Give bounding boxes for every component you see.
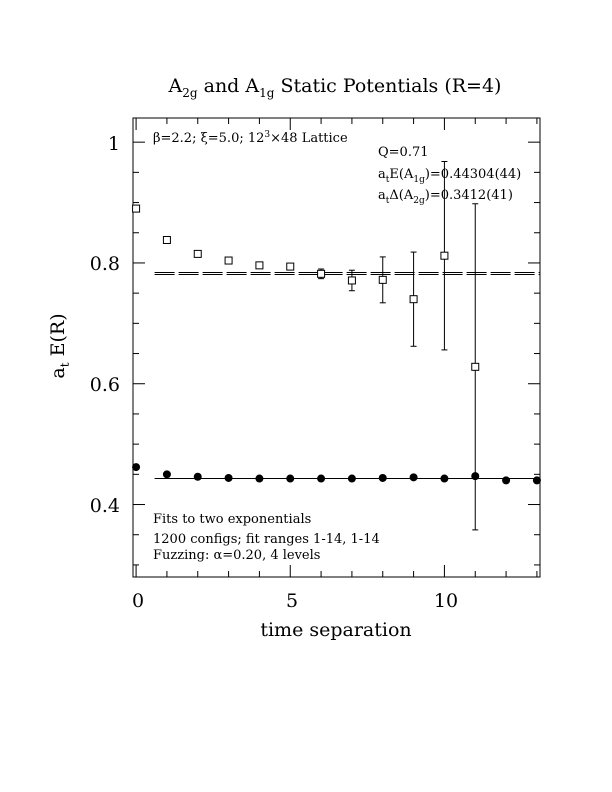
circle-marker [317, 474, 326, 483]
square-marker [409, 295, 418, 304]
fit-quality: Q=0.71 [378, 145, 429, 160]
y-tick-label: 0.8 [90, 253, 120, 275]
lattice-info: β=2.2; ξ=5.0; 123×48 Lattice [153, 130, 348, 146]
x-tick-labels: 0 5 10 [132, 590, 458, 612]
square-marker [378, 275, 387, 284]
x-tick-label: 0 [132, 590, 144, 612]
square-marker [347, 276, 356, 285]
y-tick-label: 0.4 [90, 495, 120, 517]
circle-marker [224, 473, 233, 482]
square-marker [440, 251, 449, 260]
fit-energy: atE(A1g)=0.44304(44) [378, 167, 521, 185]
y-axis-label: at E(R) [47, 313, 72, 378]
chart-title: A2g and A1g Static Potentials (R=4) [168, 75, 502, 100]
fit-gap: atΔ(A2g)=0.3412(41) [378, 188, 513, 206]
circle-marker [502, 476, 511, 485]
fit-notes: Fits to two exponentials 1200 configs; f… [153, 512, 380, 563]
circle-marker [409, 473, 418, 482]
circle-marker [440, 474, 449, 483]
fit-info: Q=0.71 atE(A1g)=0.44304(44) atΔ(A2g)=0.3… [378, 145, 521, 206]
circle-marker [193, 472, 202, 481]
square-marker [162, 235, 171, 244]
y-tick-labels: 0.4 0.6 0.8 1 [90, 133, 120, 517]
circle-marker [286, 474, 295, 483]
circle-marker [132, 463, 141, 472]
note-line: 1200 configs; fit ranges 1-14, 1-14 [153, 532, 380, 547]
x-tick-label: 10 [434, 590, 458, 612]
x-tick-label: 5 [286, 590, 298, 612]
plot-frame [132, 117, 541, 578]
y-tick-label: 1 [108, 133, 120, 155]
square-marker [471, 362, 480, 371]
circle-marker [347, 474, 356, 483]
square-marker [132, 204, 141, 213]
circle-marker [162, 470, 171, 479]
axis-ticks [133, 118, 540, 577]
square-marker [286, 262, 295, 271]
circle-marker [471, 472, 480, 481]
square-marker [224, 256, 233, 265]
x-axis-label: time separation [260, 619, 411, 641]
circle-marker [378, 473, 387, 482]
fit-lines [154, 271, 540, 480]
square-marker [193, 249, 202, 258]
circle-marker [532, 476, 541, 485]
note-line: Fuzzing: α=0.20, 4 levels [153, 548, 320, 563]
y-tick-label: 0.6 [90, 374, 120, 396]
note-line: Fits to two exponentials [153, 512, 311, 527]
square-marker [255, 261, 264, 270]
data-points [132, 160, 541, 531]
circle-marker [255, 474, 264, 483]
square-marker [317, 269, 326, 278]
